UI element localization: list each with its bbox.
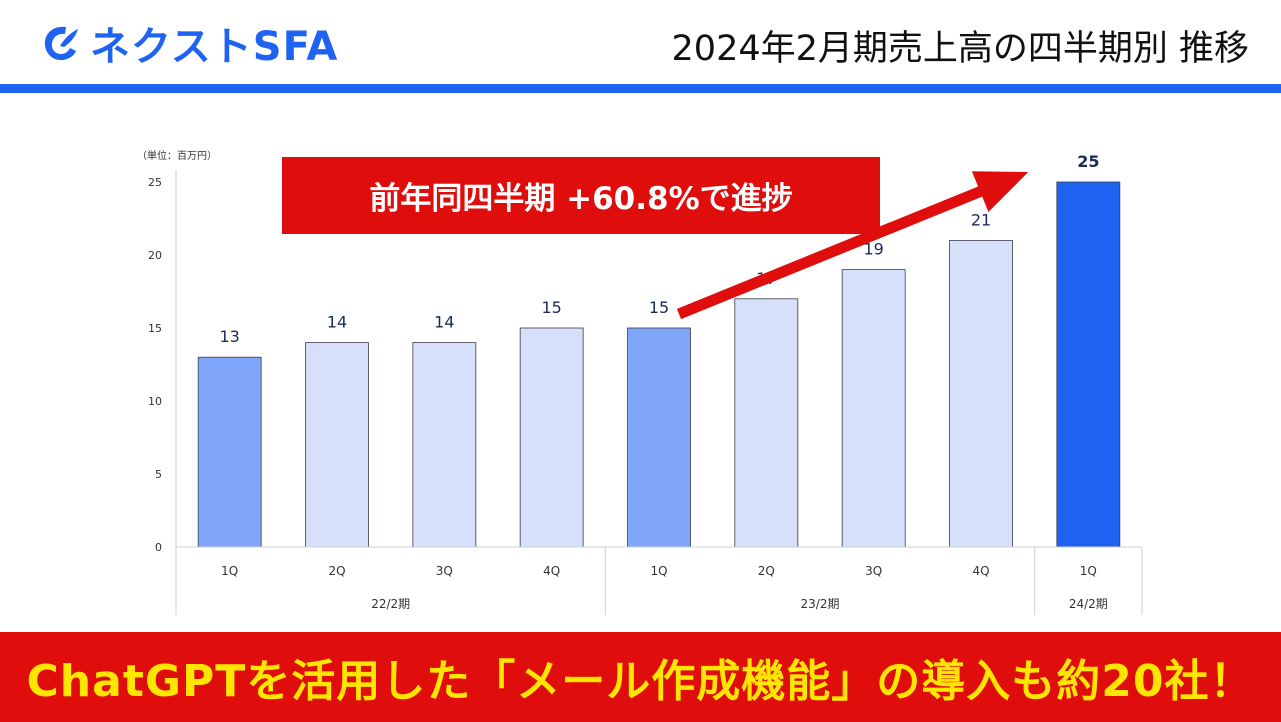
- x-tick-label: 1Q: [221, 564, 238, 578]
- x-tick-label: 2Q: [328, 564, 345, 578]
- data-label: 15: [649, 298, 669, 317]
- data-label: 21: [971, 210, 991, 229]
- data-label: 13: [219, 327, 239, 346]
- data-label: 25: [1077, 152, 1099, 171]
- bar: [305, 342, 369, 548]
- growth-arrow-shape: [676, 171, 1029, 320]
- y-tick-label: 20: [148, 249, 162, 262]
- logo[interactable]: ネクストSFA: [36, 18, 338, 70]
- x-tick-label: 4Q: [972, 564, 989, 578]
- bars: 131414151517192125: [197, 152, 1121, 548]
- y-axis: 0 5 10 15 20 25: [148, 170, 177, 554]
- footer-banner: ChatGPTを活用した「メール作成機能」の導入も約20社！: [0, 632, 1281, 722]
- data-label: 15: [541, 298, 561, 317]
- bar: [519, 327, 584, 548]
- x-tick-label: 4Q: [543, 564, 560, 578]
- y-tick-label: 5: [155, 468, 162, 481]
- y-tick-label: 10: [148, 395, 162, 408]
- x-tick-label: 1Q: [1080, 564, 1097, 578]
- growth-callout-text: 前年同四半期 +60.8%で進捗: [369, 181, 793, 217]
- unit-label: （単位：百万円）: [137, 149, 217, 162]
- data-label: 14: [434, 313, 454, 332]
- bar: [949, 239, 1013, 548]
- logo-mark-icon: [44, 26, 78, 61]
- bar: [627, 327, 691, 548]
- growth-arrow: [676, 171, 1029, 320]
- x-tick-label: 3Q: [865, 564, 882, 578]
- x-tick-label: 2Q: [758, 564, 775, 578]
- logo-text: ネクストSFA: [90, 24, 339, 70]
- data-label: 14: [327, 313, 347, 332]
- x-tick-label: 3Q: [436, 564, 453, 578]
- bar: [412, 342, 477, 548]
- header-divider: [0, 84, 1281, 93]
- bar: [197, 356, 262, 548]
- group-label: 23/2期: [801, 597, 840, 611]
- data-label: 19: [863, 240, 883, 259]
- footer-text: ChatGPTを活用した「メール作成機能」の導入も約20社！: [26, 656, 1255, 707]
- x-tick-label: 1Q: [650, 564, 667, 578]
- header: ネクストSFA 2024年2月期売上高の四半期別 推移: [0, 0, 1281, 93]
- y-tick-label: 0: [155, 541, 162, 554]
- bar: [1056, 181, 1121, 548]
- y-tick-label: 15: [148, 322, 162, 335]
- growth-callout: 前年同四半期 +60.8%で進捗: [282, 157, 880, 234]
- page-title: 2024年2月期売上高の四半期別 推移: [671, 29, 1249, 69]
- group-label: 22/2期: [371, 597, 410, 611]
- bar: [841, 269, 906, 548]
- group-label: 24/2期: [1069, 597, 1108, 611]
- x-axis: 1Q 2Q 3Q 4Q 1Q 2Q 3Q 4Q 1Q 22/2期 23/2期 24/2期: [175, 546, 1143, 615]
- bar: [734, 298, 799, 548]
- y-tick-label: 25: [148, 176, 162, 189]
